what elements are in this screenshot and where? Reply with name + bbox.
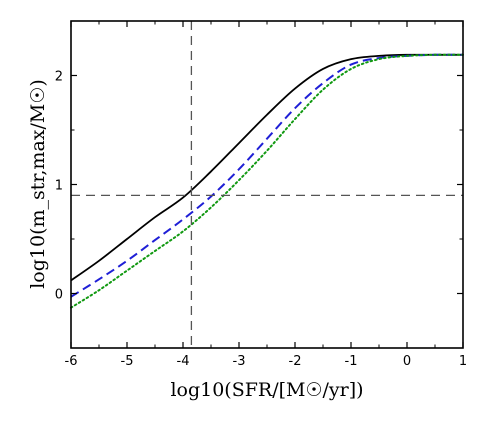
x-tick-label: -1 — [345, 354, 358, 369]
series-layer — [70, 53, 464, 309]
axis-ticks: -6 -5 -4 -3 -2 -1 0 1 0 1 2 — [55, 20, 467, 369]
series-line-1 — [70, 53, 463, 282]
plot-frame — [70, 20, 464, 349]
x-tick-label: 1 — [459, 354, 467, 369]
y-tick-label: 0 — [55, 288, 63, 303]
reference-lines — [71, 21, 463, 348]
y-axis-label: log10(m_str,max/M☉) — [27, 79, 49, 289]
y-tick-label: 2 — [55, 70, 63, 85]
y-tick-label: 1 — [55, 179, 63, 194]
x-tick-label: -3 — [233, 354, 246, 369]
series-line-2 — [70, 53, 464, 298]
x-tick-label: -5 — [121, 354, 134, 369]
x-tick-label: -6 — [65, 354, 78, 369]
x-tick-label: -4 — [177, 354, 190, 369]
x-tick-label: 0 — [403, 354, 411, 369]
x-axis-label: log10(SFR/[M☉/yr]) — [170, 379, 363, 401]
x-tick-label: -2 — [289, 354, 302, 369]
series-line-3 — [70, 53, 464, 309]
